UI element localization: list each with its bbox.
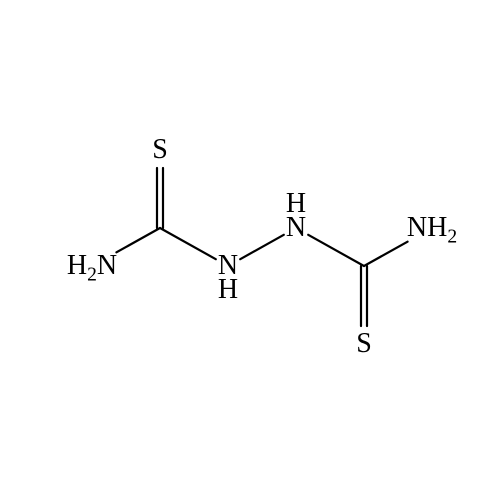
atom-label-S1: S: [152, 136, 168, 164]
atom-label-N2-H: H: [286, 190, 306, 218]
atom-label-NH2-left: H2N: [67, 252, 117, 280]
atom-label-NH2-right: NH2: [407, 214, 457, 242]
molecule-diagram: S H2N N H N H S NH2: [0, 0, 500, 500]
atom-label-S2: S: [356, 330, 372, 358]
atom-label-N1-H: H: [218, 276, 238, 304]
